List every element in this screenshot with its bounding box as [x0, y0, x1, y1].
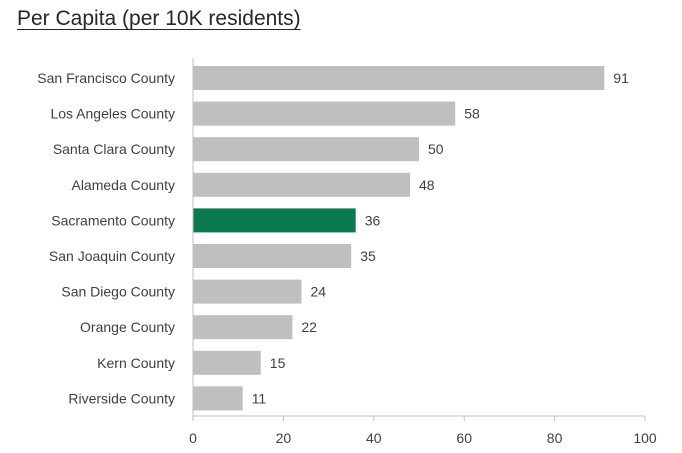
labels-layer: San Francisco County 91 Los Angeles County… [37, 70, 629, 406]
category-label: Santa Clara County [53, 141, 175, 157]
bar-los-angeles-county [193, 101, 456, 126]
category-label: Los Angeles County [50, 106, 175, 122]
bar-orange-county [193, 315, 293, 340]
data-label: 11 [252, 390, 267, 406]
data-label: 22 [301, 319, 317, 335]
x-tick-label: 80 [547, 430, 563, 446]
data-label: 91 [613, 70, 629, 86]
data-label: 15 [270, 355, 286, 371]
category-label: San Francisco County [37, 70, 175, 86]
data-label: 50 [428, 141, 444, 157]
x-tick-label: 20 [276, 430, 292, 446]
x-axis: 0 20 40 60 80 100 [189, 58, 657, 446]
bar-riverside-county [193, 386, 243, 411]
data-label: 58 [464, 106, 480, 122]
category-label: Kern County [97, 355, 175, 371]
x-tick-label: 100 [633, 430, 657, 446]
data-label: 35 [360, 248, 376, 264]
category-label: Alameda County [71, 177, 175, 193]
category-label: Sacramento County [51, 212, 175, 228]
bar-san-diego-county [193, 279, 302, 304]
data-label: 48 [419, 177, 435, 193]
bar-alameda-county [193, 172, 410, 197]
bar-san-francisco-county [193, 66, 605, 90]
category-label: Orange County [80, 319, 175, 335]
bar-sacramento-county [193, 208, 356, 233]
category-label: San Diego County [61, 284, 175, 300]
bars-layer [193, 66, 605, 411]
category-label: Riverside County [68, 390, 175, 406]
x-tick-label: 0 [189, 430, 197, 446]
bar-kern-county [193, 350, 261, 375]
x-tick-label: 40 [366, 430, 382, 446]
bar-san-joaquin-county [193, 244, 352, 268]
data-label: 36 [365, 212, 381, 228]
category-label: San Joaquin County [49, 248, 175, 264]
bar-santa-clara-county [193, 137, 419, 162]
data-label: 24 [311, 284, 327, 300]
x-tick-label: 60 [456, 430, 472, 446]
chart-title: Per Capita (per 10K residents) [17, 7, 301, 30]
